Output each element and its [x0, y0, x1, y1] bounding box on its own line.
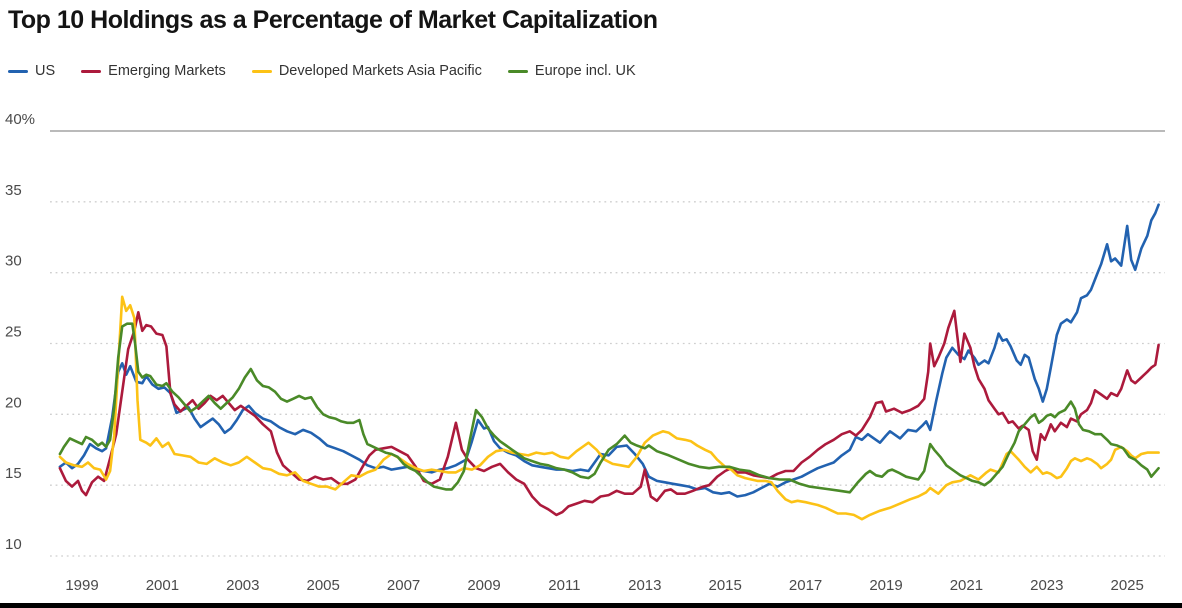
y-axis-label-30: 30 — [5, 253, 22, 270]
y-axis-label-15: 15 — [5, 465, 22, 482]
us-line-swatch-icon — [8, 69, 28, 73]
legend-item-europe-incl-uk: Europe incl. UK — [507, 63, 636, 79]
x-axis-label-2007: 2007 — [387, 577, 420, 594]
chart-legend: US Emerging Markets Developed Markets As… — [8, 63, 636, 79]
y-axis-label-25: 25 — [5, 324, 22, 341]
x-axis-label-2017: 2017 — [789, 577, 822, 594]
series-line-emerging-markets — [58, 309, 1160, 517]
legend-label: US — [35, 63, 56, 79]
page-title: Top 10 Holdings as a Percentage of Marke… — [8, 6, 658, 34]
emerging-markets-line-swatch-icon — [81, 69, 102, 73]
x-axis-label-1999: 1999 — [65, 577, 98, 594]
x-axis-label-2021: 2021 — [950, 577, 983, 594]
x-axis-label-2019: 2019 — [869, 577, 902, 594]
x-axis-label-2011: 2011 — [548, 577, 580, 594]
x-axis-label-2003: 2003 — [226, 577, 259, 594]
legend-label: Developed Markets Asia Pacific — [278, 63, 482, 79]
y-axis-label-20: 20 — [5, 394, 22, 411]
dm-asia-pacific-line-swatch-icon — [251, 69, 272, 73]
series-line-developed-markets-asia-pacific — [58, 295, 1160, 521]
x-axis-label-2023: 2023 — [1030, 577, 1063, 594]
series-line-us — [58, 203, 1160, 498]
legend-label: Europe incl. UK — [534, 63, 636, 79]
x-axis-label-2025: 2025 — [1111, 577, 1144, 594]
europe-incl-uk-line-swatch-icon — [507, 69, 528, 73]
x-axis-label-2009: 2009 — [467, 577, 500, 594]
legend-label: Emerging Markets — [108, 63, 226, 79]
y-axis-label-35: 35 — [5, 182, 22, 199]
x-axis-label-2001: 2001 — [146, 577, 179, 594]
x-axis-label-2013: 2013 — [628, 577, 661, 594]
bottom-border-rule — [0, 603, 1182, 608]
legend-item-us: US — [8, 63, 55, 79]
y-axis-label-10: 10 — [5, 536, 22, 553]
x-axis-label-2005: 2005 — [307, 577, 340, 594]
series-line-europe-incl-uk — [58, 322, 1160, 494]
x-axis-label-2015: 2015 — [709, 577, 742, 594]
legend-item-dm-asia-pacific: Developed Markets Asia Pacific — [251, 63, 482, 79]
y-axis-label-40: 40% — [5, 111, 35, 128]
legend-item-emerging-markets: Emerging Markets — [81, 63, 226, 79]
